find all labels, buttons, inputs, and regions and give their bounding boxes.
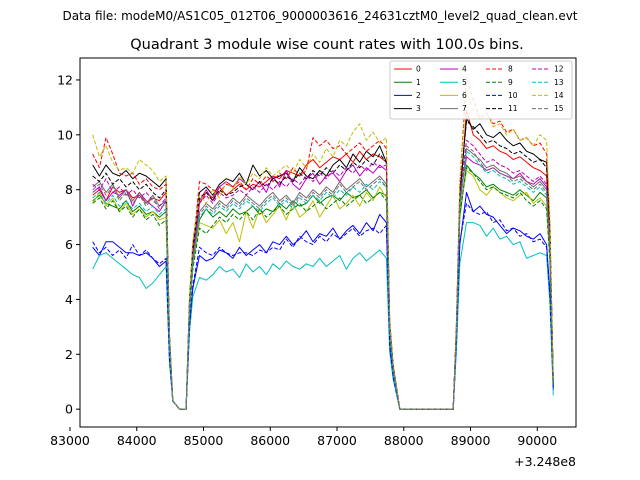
x-tick-label: 88000 <box>384 433 424 448</box>
legend-label-6: 6 <box>462 91 467 100</box>
legend-label-13: 13 <box>554 78 564 87</box>
legend-label-11: 11 <box>508 104 518 113</box>
axes-frame <box>79 57 577 428</box>
legend-box <box>389 60 573 120</box>
axes: 83000 84000 85000 86000 87000 88000 89000 90000… <box>50 57 577 448</box>
y-tick-label: 4 <box>65 292 73 307</box>
legend-label-8: 8 <box>508 65 513 74</box>
chart-title: Quadrant 3 module wise count rates with … <box>130 37 524 53</box>
y-tick-label: 8 <box>65 182 73 197</box>
legend-label-14: 14 <box>554 91 564 100</box>
y-tick-label: 10 <box>57 127 73 142</box>
legend-label-10: 10 <box>508 91 518 100</box>
y-tick-label: 12 <box>57 72 73 87</box>
suptitle: Data file: modeM0/AS1C05_012T06_90000036… <box>62 9 577 23</box>
plot-area <box>92 76 554 410</box>
y-tick-label: 6 <box>65 237 73 252</box>
series-line-5 <box>92 222 554 410</box>
legend-label-15: 15 <box>554 104 564 113</box>
legend-label-0: 0 <box>416 65 421 74</box>
legend-label-7: 7 <box>462 104 467 113</box>
x-tick-label: 86000 <box>250 433 290 448</box>
x-tick-label: 90000 <box>517 433 557 448</box>
series-line-15 <box>92 145 554 410</box>
series-line-10 <box>92 202 554 410</box>
x-tick-label: 89000 <box>451 433 491 448</box>
y-tick-label: 2 <box>65 347 73 362</box>
x-tick-label: 84000 <box>117 433 157 448</box>
legend-label-2: 2 <box>416 91 421 100</box>
x-tick-label: 87000 <box>317 433 357 448</box>
x-offset-label: +3.248e8 <box>514 454 576 469</box>
legend-label-3: 3 <box>416 104 421 113</box>
legend-label-4: 4 <box>462 65 467 74</box>
x-tick-label: 83000 <box>50 433 90 448</box>
x-tick-label: 85000 <box>184 433 224 448</box>
y-tick-label: 0 <box>65 402 73 417</box>
legend-label-1: 1 <box>416 78 421 87</box>
legend-label-12: 12 <box>554 65 564 74</box>
legend-label-5: 5 <box>462 78 467 87</box>
legend-label-9: 9 <box>508 78 513 87</box>
